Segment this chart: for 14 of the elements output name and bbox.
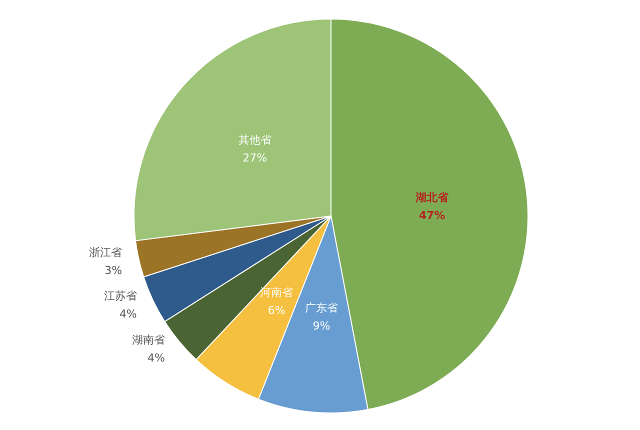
data-label: 6% [268, 304, 286, 318]
data-label: 3% [104, 264, 122, 278]
slice-label: 广东省 [304, 302, 338, 315]
data-label: 9% [312, 320, 330, 333]
slice-label: 湖北省 [414, 190, 450, 204]
data-label: 47% [418, 208, 446, 222]
slice-label: 河南省 [260, 286, 294, 300]
data-label: 27% [242, 151, 268, 164]
slice-label: 江苏省 [104, 289, 137, 302]
slice-label: 其他省 [238, 133, 272, 146]
data-label: 4% [148, 352, 165, 365]
slice-label: 湖南省 [132, 334, 165, 347]
data-label: 4% [119, 307, 137, 320]
slice-label: 浙江省 [89, 246, 122, 260]
